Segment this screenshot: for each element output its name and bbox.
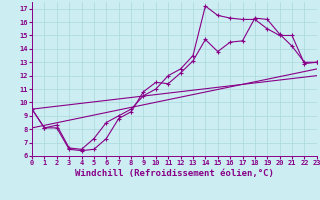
X-axis label: Windchill (Refroidissement éolien,°C): Windchill (Refroidissement éolien,°C) bbox=[75, 169, 274, 178]
